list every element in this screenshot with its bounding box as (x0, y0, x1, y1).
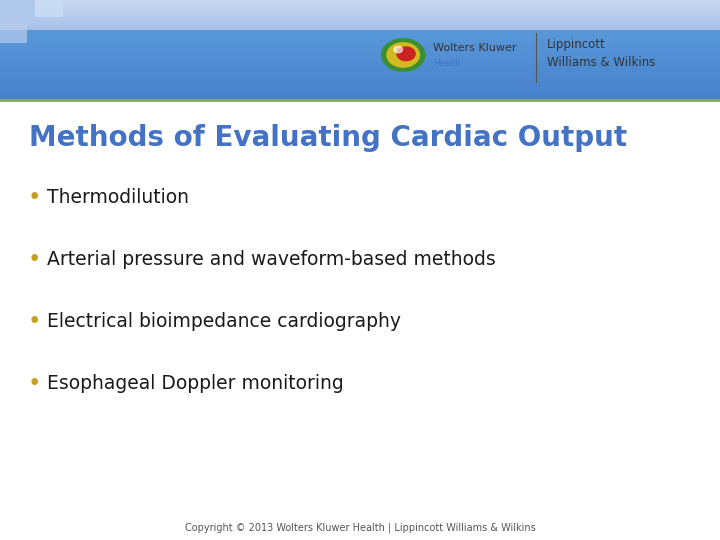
Text: Lippincott
Williams & Wilkins: Lippincott Williams & Wilkins (547, 38, 656, 69)
Circle shape (397, 47, 415, 60)
Text: •: • (28, 248, 41, 271)
Text: Wolters Kluwer: Wolters Kluwer (433, 43, 517, 53)
Text: Arterial pressure and waveform-based methods: Arterial pressure and waveform-based met… (47, 249, 495, 269)
Circle shape (382, 39, 425, 71)
Circle shape (394, 46, 402, 53)
Text: •: • (28, 186, 41, 208)
Bar (35, 0, 63, 17)
Text: Health: Health (433, 59, 462, 68)
Text: •: • (28, 310, 41, 333)
Text: •: • (28, 372, 41, 395)
Text: Thermodilution: Thermodilution (47, 187, 189, 207)
Text: Copyright © 2013 Wolters Kluwer Health | Lippincott Williams & Wilkins: Copyright © 2013 Wolters Kluwer Health |… (184, 523, 536, 534)
Text: Methods of Evaluating Cardiac Output: Methods of Evaluating Cardiac Output (29, 124, 627, 152)
Circle shape (387, 43, 419, 67)
Text: Esophageal Doppler monitoring: Esophageal Doppler monitoring (47, 374, 343, 393)
Bar (0, 0, 35, 22)
Bar (0, 23, 27, 43)
Text: Electrical bioimpedance cardiography: Electrical bioimpedance cardiography (47, 312, 401, 331)
